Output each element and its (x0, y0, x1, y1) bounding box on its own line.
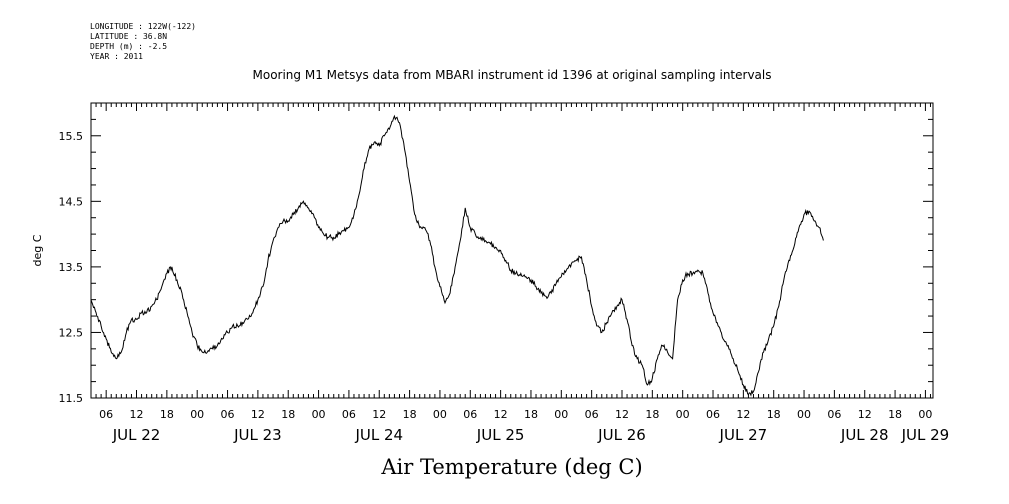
x-tick-label: 00 (433, 408, 447, 421)
x-tick-label: 18 (281, 408, 295, 421)
air-temperature-line (90, 114, 824, 397)
day-label: JUL 27 (719, 426, 768, 444)
x-tick-label: 06 (585, 408, 599, 421)
x-tick-label: 12 (251, 408, 265, 421)
y-tick-label: 13.5 (59, 261, 84, 274)
x-tick-label: 06 (827, 408, 841, 421)
x-tick-label: 12 (615, 408, 629, 421)
x-tick-label: 00 (312, 408, 326, 421)
day-label: JUL 24 (354, 426, 403, 444)
x-tick-label: 00 (797, 408, 811, 421)
x-tick-label: 18 (645, 408, 659, 421)
chart-title: Mooring M1 Metsys data from MBARI instru… (252, 68, 772, 82)
x-tick-label: 18 (160, 408, 174, 421)
day-label: JUL 22 (112, 426, 161, 444)
x-tick-label: 06 (221, 408, 235, 421)
x-tick-label: 00 (190, 408, 204, 421)
x-tick-label: 12 (736, 408, 750, 421)
latitude-label: LATITUDE : 36.8N (90, 32, 168, 41)
day-label: JUL 28 (840, 426, 889, 444)
x-tick-label: 06 (342, 408, 356, 421)
day-label: JUL 26 (597, 426, 646, 444)
x-tick-label: 00 (918, 408, 932, 421)
y-tick-label: 15.5 (59, 130, 84, 143)
x-tick-label: 18 (767, 408, 781, 421)
x-tick-label: 18 (403, 408, 417, 421)
y-axis-label: deg C (31, 234, 44, 266)
longitude-label: LONGITUDE : 122W(-122) (90, 22, 196, 31)
day-label: JUL 29 (901, 426, 950, 444)
depth-label: DEPTH (m) : -2.5 (90, 42, 168, 51)
x-axis-label: Air Temperature (deg C) (381, 455, 643, 479)
plot-frame (90, 102, 934, 399)
x-tick-label: 18 (888, 408, 902, 421)
x-tick-label: 12 (858, 408, 872, 421)
x-tick-label: 18 (524, 408, 538, 421)
y-tick-label: 12.5 (59, 326, 84, 339)
y-tick-label: 14.5 (59, 195, 84, 208)
metadata-block: LONGITUDE : 122W(-122) LATITUDE : 36.8N … (90, 22, 196, 62)
x-tick-label: 06 (99, 408, 113, 421)
x-tick-label: 06 (463, 408, 477, 421)
x-tick-label: 00 (676, 408, 690, 421)
day-label: JUL 25 (476, 426, 525, 444)
x-tick-label: 12 (372, 408, 386, 421)
year-label: YEAR : 2011 (90, 52, 143, 61)
x-tick-label: 06 (706, 408, 720, 421)
x-tick-label: 12 (130, 408, 144, 421)
day-label: JUL 23 (233, 426, 282, 444)
y-tick-label: 11.5 (59, 392, 84, 405)
x-tick-label: 00 (554, 408, 568, 421)
x-tick-label: 12 (494, 408, 508, 421)
